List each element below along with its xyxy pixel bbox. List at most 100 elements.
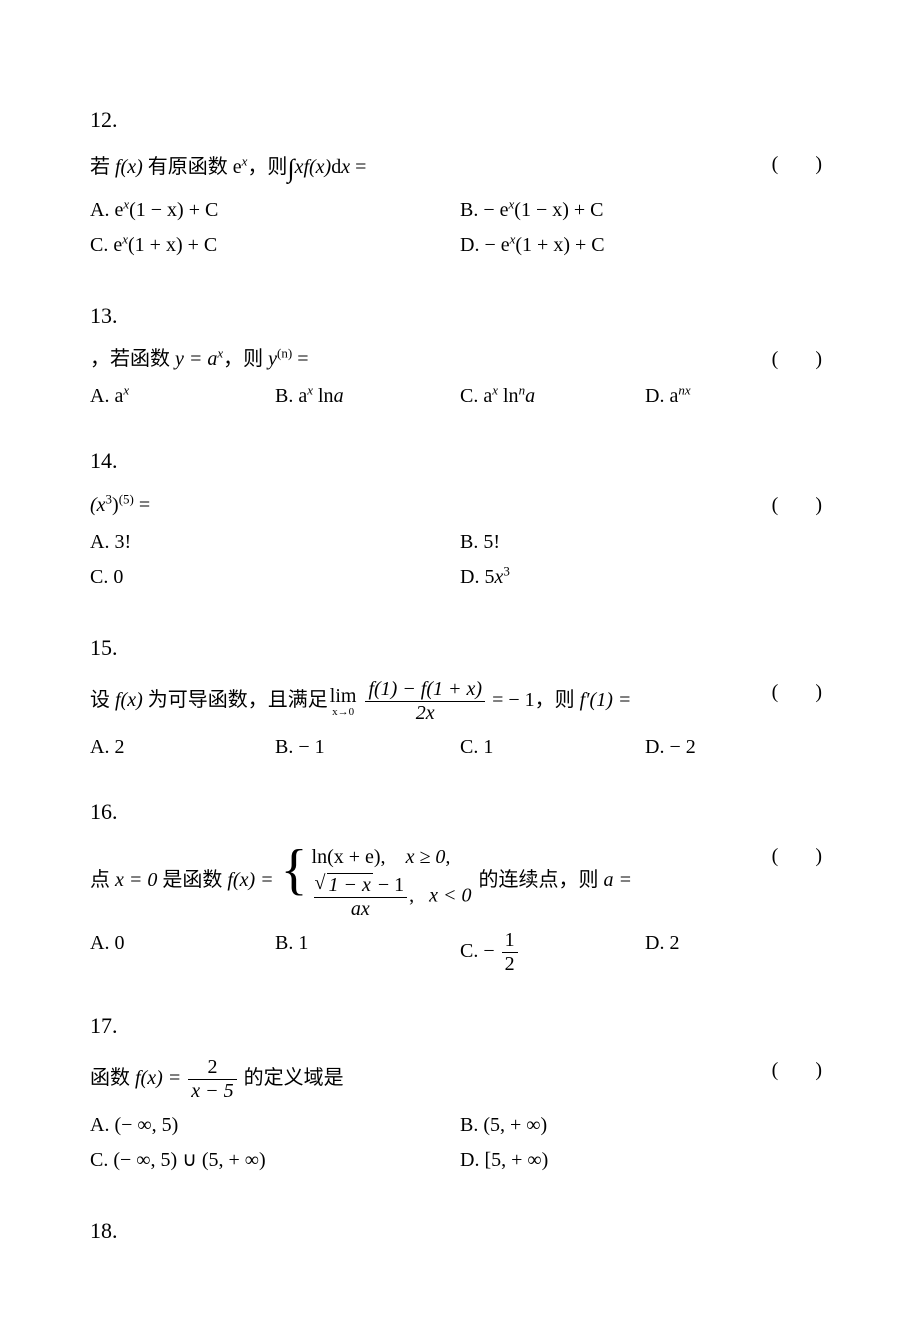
q14-d-pre: D. 5 [460, 566, 494, 588]
q14-eq: = [134, 494, 150, 516]
q14-opt-c: C. 0 [90, 563, 460, 592]
q17-num: 2 [188, 1056, 236, 1080]
q13-b-pre: B. a [275, 385, 307, 407]
q13-paren: ( ) [772, 345, 838, 374]
q17-fxeq: f(x) = [135, 1067, 186, 1089]
q13-b-tail: a [334, 385, 344, 407]
q17-pre: 函数 [90, 1067, 135, 1089]
q16-opt-b: B. 1 [275, 929, 460, 976]
q13: ，若函数 y = ax，则 y(n) = ( ) A. ax B. ax lna… [90, 345, 830, 411]
q16-c-den: 2 [502, 953, 518, 976]
q16-paren: ( ) [772, 842, 838, 871]
q12-number: 12. [90, 104, 830, 136]
q14-opt-d: D. 5x3 [460, 563, 830, 592]
q14-paren: ( ) [772, 491, 838, 520]
q13-mid: ，则 [223, 348, 268, 370]
q12-b-pre: B. − e [460, 199, 509, 221]
q12-a-tail: (1 − x) + C [129, 199, 218, 221]
q16-piecewise: { ln(x + e), x ≥ 0, 1 − x − 1 ax , x < 0 [281, 842, 472, 921]
q15-options: A. 2 B. − 1 C. 1 D. − 2 [90, 733, 830, 762]
q17-tail: 的定义域是 [239, 1067, 344, 1089]
q13-number: 13. [90, 300, 830, 332]
q13-yn-sup: (n) [277, 346, 292, 361]
q17-frac: 2x − 5 [188, 1056, 236, 1103]
q17-options: A. (− ∞, 5) B. (5, + ∞) C. (− ∞, 5) ∪ (5… [90, 1111, 830, 1181]
q15-mid: 为可导函数，且满足 [143, 689, 328, 711]
q15-opt-b: B. − 1 [275, 733, 460, 762]
q14-number: 14. [90, 445, 830, 477]
q15-frac: f(1) − f(1 + x) 2x [365, 678, 485, 725]
q16-row2-den: ax [314, 898, 408, 921]
q15: 设 f(x) 为可导函数，且满足limx→0 f(1) − f(1 + x) 2… [90, 678, 830, 762]
q16-rows: ln(x + e), x ≥ 0, 1 − x − 1 ax , x < 0 [312, 842, 472, 921]
q17-opt-a: A. (− ∞, 5) [90, 1111, 460, 1140]
q15-opt-c: C. 1 [460, 733, 645, 762]
q12-eq: = [350, 156, 366, 178]
q12-b-tail: (1 − x) + C [514, 199, 603, 221]
q12-opt-a: A. ex(1 − x) + C [90, 196, 460, 225]
q14-d-x: x [494, 566, 503, 588]
q16-row2-frac: 1 − x − 1 ax [314, 873, 408, 921]
q16: 点 x = 0 是函数 f(x) = { ln(x + e), x ≥ 0, 1… [90, 842, 830, 976]
q12-mid: 有原函数 e [143, 156, 242, 178]
q16-rad: 1 − x [327, 873, 373, 897]
q16-row2-tail: − 1 [373, 874, 404, 896]
q16-mid1: 是函数 [157, 869, 227, 891]
q13-opt-b: B. ax lna [275, 382, 460, 411]
q16-fxeq: f(x) = [227, 869, 278, 891]
q12-opt-d: D. − ex(1 + x) + C [460, 231, 830, 260]
q12-dx-d: d [331, 156, 341, 178]
q16-row2: 1 − x − 1 ax , x < 0 [312, 873, 472, 921]
q12-fx: f(x) [115, 156, 143, 178]
q12-a-pre: A. e [90, 199, 123, 221]
q12-stem: 若 f(x) 有原函数 ex，则∫xf(x)dx = ( ) [90, 150, 830, 188]
q12-opt-c: C. ex(1 + x) + C [90, 231, 460, 260]
q17-number: 17. [90, 1010, 830, 1042]
q14-base: (x [90, 494, 106, 516]
q15-eq1: = − 1，则 [487, 689, 580, 711]
q16-row2-comma: , [409, 885, 414, 907]
q14-opt-b: B. 5! [460, 528, 830, 557]
q12-c-pre: C. e [90, 234, 122, 256]
q13-c-pre: C. a [460, 385, 492, 407]
q13-stem: ，若函数 y = ax，则 y(n) = ( ) [90, 345, 830, 374]
q12-options: A. ex(1 − x) + C B. − ex(1 − x) + C C. e… [90, 196, 830, 266]
q12-c-tail: (1 + x) + C [128, 234, 217, 256]
q13-a: A. a [90, 385, 123, 407]
q15-fx: f(x) [115, 689, 143, 711]
q14: (x3)(5) = ( ) A. 3! B. 5! C. 0 D. 5x3 [90, 491, 830, 598]
q17-opt-d: D. [5, + ∞) [460, 1146, 830, 1175]
q12-post: ，则 [247, 156, 287, 178]
q15-number: 15. [90, 632, 830, 664]
q16-row1b: x ≥ 0, [406, 846, 451, 868]
q12-d-pre: D. − e [460, 234, 510, 256]
q14-mid: ) [112, 494, 119, 516]
q15-fprime: f′(1) = [580, 689, 632, 711]
q16-row1: ln(x + e), x ≥ 0, [312, 842, 472, 873]
q12-xfx: xf(x) [295, 156, 332, 178]
q18-number: 18. [90, 1215, 830, 1247]
q16-pre: 点 [90, 869, 115, 891]
q13-c-tail: a [525, 385, 535, 407]
q15-paren: ( ) [772, 678, 838, 707]
q13-yeq: y = a [175, 348, 217, 370]
q15-pre: 设 [90, 689, 115, 711]
brace-icon: { [281, 842, 308, 921]
q15-lim-sub: x→0 [330, 707, 357, 718]
q16-opt-c: C. − 12 [460, 929, 645, 976]
q12-pre: 若 [90, 156, 115, 178]
q12-paren: ( ) [772, 150, 838, 179]
q13-c-mid: ln [498, 385, 519, 407]
q12-opt-b: B. − ex(1 − x) + C [460, 196, 830, 225]
q12: 若 f(x) 有原函数 ex，则∫xf(x)dx = ( ) A. ex(1 −… [90, 150, 830, 266]
q16-opt-d: D. 2 [645, 929, 830, 976]
q13-options: A. ax B. ax lna C. ax lnna D. anx [90, 382, 830, 411]
q13-pre: ，若函数 [90, 348, 175, 370]
q17-opt-c: C. (− ∞, 5) ∪ (5, + ∞) [90, 1146, 460, 1175]
q17-opt-b: B. (5, + ∞) [460, 1111, 830, 1140]
q16-stem: 点 x = 0 是函数 f(x) = { ln(x + e), x ≥ 0, 1… [90, 842, 830, 921]
q15-opt-a: A. 2 [90, 733, 275, 762]
q14-opt-a: A. 3! [90, 528, 460, 557]
q15-frac-num: f(1) − f(1 + x) [365, 678, 485, 702]
q14-stem: (x3)(5) = ( ) [90, 491, 830, 520]
